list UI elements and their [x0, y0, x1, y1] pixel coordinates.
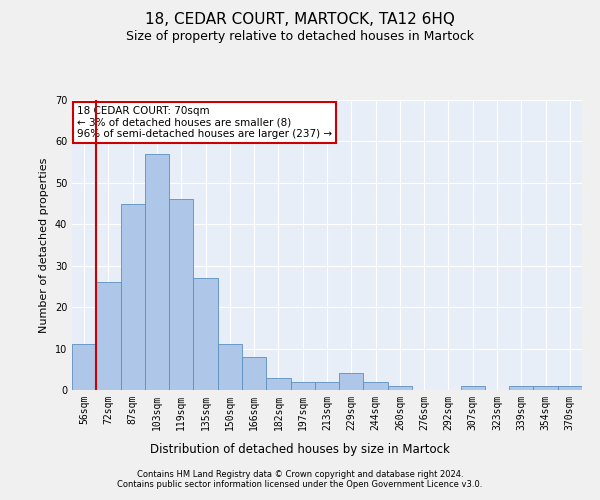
Bar: [72, 344, 96, 390]
Bar: [145, 154, 169, 390]
Text: Contains HM Land Registry data © Crown copyright and database right 2024.: Contains HM Land Registry data © Crown c…: [137, 470, 463, 479]
Bar: [121, 204, 145, 390]
Bar: [169, 200, 193, 390]
Bar: [315, 382, 339, 390]
Bar: [218, 344, 242, 390]
Bar: [388, 386, 412, 390]
Bar: [242, 357, 266, 390]
Text: Size of property relative to detached houses in Martock: Size of property relative to detached ho…: [126, 30, 474, 43]
Bar: [339, 374, 364, 390]
Bar: [461, 386, 485, 390]
Bar: [266, 378, 290, 390]
Bar: [533, 386, 558, 390]
Bar: [290, 382, 315, 390]
Bar: [96, 282, 121, 390]
Text: Contains public sector information licensed under the Open Government Licence v3: Contains public sector information licen…: [118, 480, 482, 489]
Text: 18, CEDAR COURT, MARTOCK, TA12 6HQ: 18, CEDAR COURT, MARTOCK, TA12 6HQ: [145, 12, 455, 28]
Bar: [509, 386, 533, 390]
Text: Distribution of detached houses by size in Martock: Distribution of detached houses by size …: [150, 442, 450, 456]
Text: 18 CEDAR COURT: 70sqm
← 3% of detached houses are smaller (8)
96% of semi-detach: 18 CEDAR COURT: 70sqm ← 3% of detached h…: [77, 106, 332, 139]
Y-axis label: Number of detached properties: Number of detached properties: [39, 158, 49, 332]
Bar: [364, 382, 388, 390]
Bar: [193, 278, 218, 390]
Bar: [558, 386, 582, 390]
